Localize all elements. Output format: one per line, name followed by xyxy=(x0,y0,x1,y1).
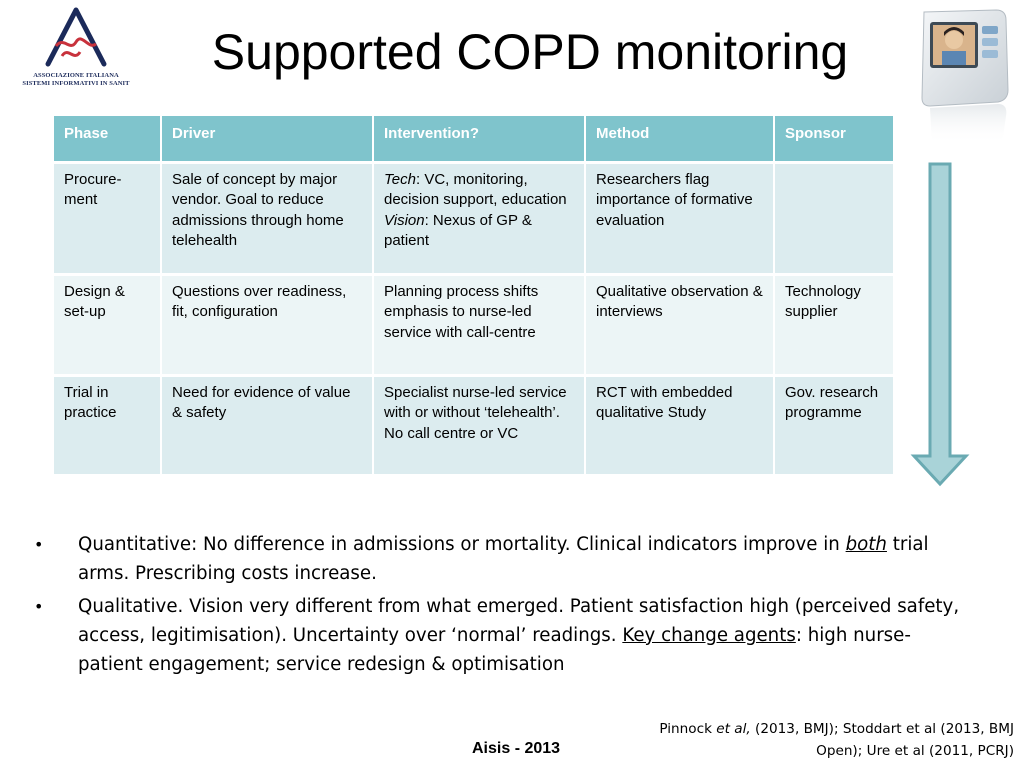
reference-rest: (2013, BMJ); Stoddart et al (2013, BMJ O… xyxy=(750,721,1014,759)
cell-method: Qualitative observation & interviews xyxy=(585,274,775,377)
bullet-text-part: Quantitative: No difference in admission… xyxy=(78,534,846,555)
intervention-vision-text: : Nexus of GP & patient xyxy=(384,211,532,250)
bullet-text: Quantitative: No difference in admission… xyxy=(78,530,974,588)
logo-caption-line2: SISTEMI INFORMATIVI IN SANIT xyxy=(22,80,130,87)
aisis-logo-mark xyxy=(45,7,107,67)
header-phase: Phase xyxy=(54,116,162,164)
down-arrow-icon xyxy=(910,162,970,487)
cell-driver: Sale of concept by major vendor. Goal to… xyxy=(161,162,374,276)
header-intervention: Intervention? xyxy=(373,116,586,164)
bullet-emphasis: both xyxy=(845,534,887,555)
list-item: • Quantitative: No difference in admissi… xyxy=(34,530,974,588)
logo-caption-line1: ASSOCIAZIONE ITALIANA xyxy=(33,72,119,79)
table-row: Trial in practice Need for evidence of v… xyxy=(54,375,895,477)
bullet-text-part: : high nurse-patient engagement; service… xyxy=(78,625,911,675)
bullet-emphasis: Key change agents xyxy=(622,625,796,646)
reference-etal: et al, xyxy=(716,721,751,737)
bullet-text-part: Qualitative. Vision very different from … xyxy=(78,596,960,646)
intervention-tech-label: Tech xyxy=(384,170,416,188)
cell-intervention: Planning process shifts emphasis to nurs… xyxy=(373,274,586,377)
cell-driver: Need for evidence of value & safety xyxy=(161,375,374,477)
findings-list: • Quantitative: No difference in admissi… xyxy=(34,530,974,683)
cell-sponsor xyxy=(774,162,895,276)
header-method: Method xyxy=(585,116,775,164)
cell-method: RCT with embedded qualitative Study xyxy=(585,375,775,477)
bullet-text-part: trial arms. Prescribing costs increase. xyxy=(78,534,929,584)
telehealth-device-image xyxy=(916,8,1016,148)
cell-intervention: Tech: VC, monitoring, decision support, … xyxy=(373,162,586,276)
phase-table: Phase Driver Intervention? Method Sponso… xyxy=(54,116,895,477)
table-row: Procure-ment Sale of concept by major ve… xyxy=(54,162,895,276)
logo-caption: ASSOCIAZIONE ITALIANA SISTEMI INFORMATIV… xyxy=(12,72,140,88)
header-driver: Driver xyxy=(161,116,374,164)
cell-sponsor: Gov. research programme xyxy=(774,375,895,477)
bullet-icon: • xyxy=(34,597,44,616)
cell-sponsor: Technology supplier xyxy=(774,274,895,377)
header-sponsor: Sponsor xyxy=(774,116,895,164)
reference-author: Pinnock xyxy=(659,721,717,737)
list-item: • Qualitative. Vision very different fro… xyxy=(34,592,974,679)
cell-phase: Procure-ment xyxy=(54,162,162,276)
intervention-tech-text: : VC, monitoring, decision support, educ… xyxy=(384,170,567,209)
bullet-icon: • xyxy=(34,535,44,554)
table-header-row: Phase Driver Intervention? Method Sponso… xyxy=(54,116,895,164)
cell-phase: Design & set-up xyxy=(54,274,162,377)
aisis-logo: ASSOCIAZIONE ITALIANA SISTEMI INFORMATIV… xyxy=(12,6,140,98)
cell-method: Researchers flag importance of formative… xyxy=(585,162,775,276)
table-row: Design & set-up Questions over readiness… xyxy=(54,274,895,377)
bullet-text: Qualitative. Vision very different from … xyxy=(78,592,974,679)
footer-label: Aisis - 2013 xyxy=(472,740,561,757)
cell-phase: Trial in practice xyxy=(54,375,162,477)
page-title: Supported COPD monitoring xyxy=(211,24,849,80)
cell-driver: Questions over readiness, fit, configura… xyxy=(161,274,374,377)
cell-intervention: Specialist nurse-led service with or wit… xyxy=(373,375,586,477)
references: Pinnock et al, (2013, BMJ); Stoddart et … xyxy=(624,718,1014,762)
intervention-vision-label: Vision xyxy=(384,211,425,229)
